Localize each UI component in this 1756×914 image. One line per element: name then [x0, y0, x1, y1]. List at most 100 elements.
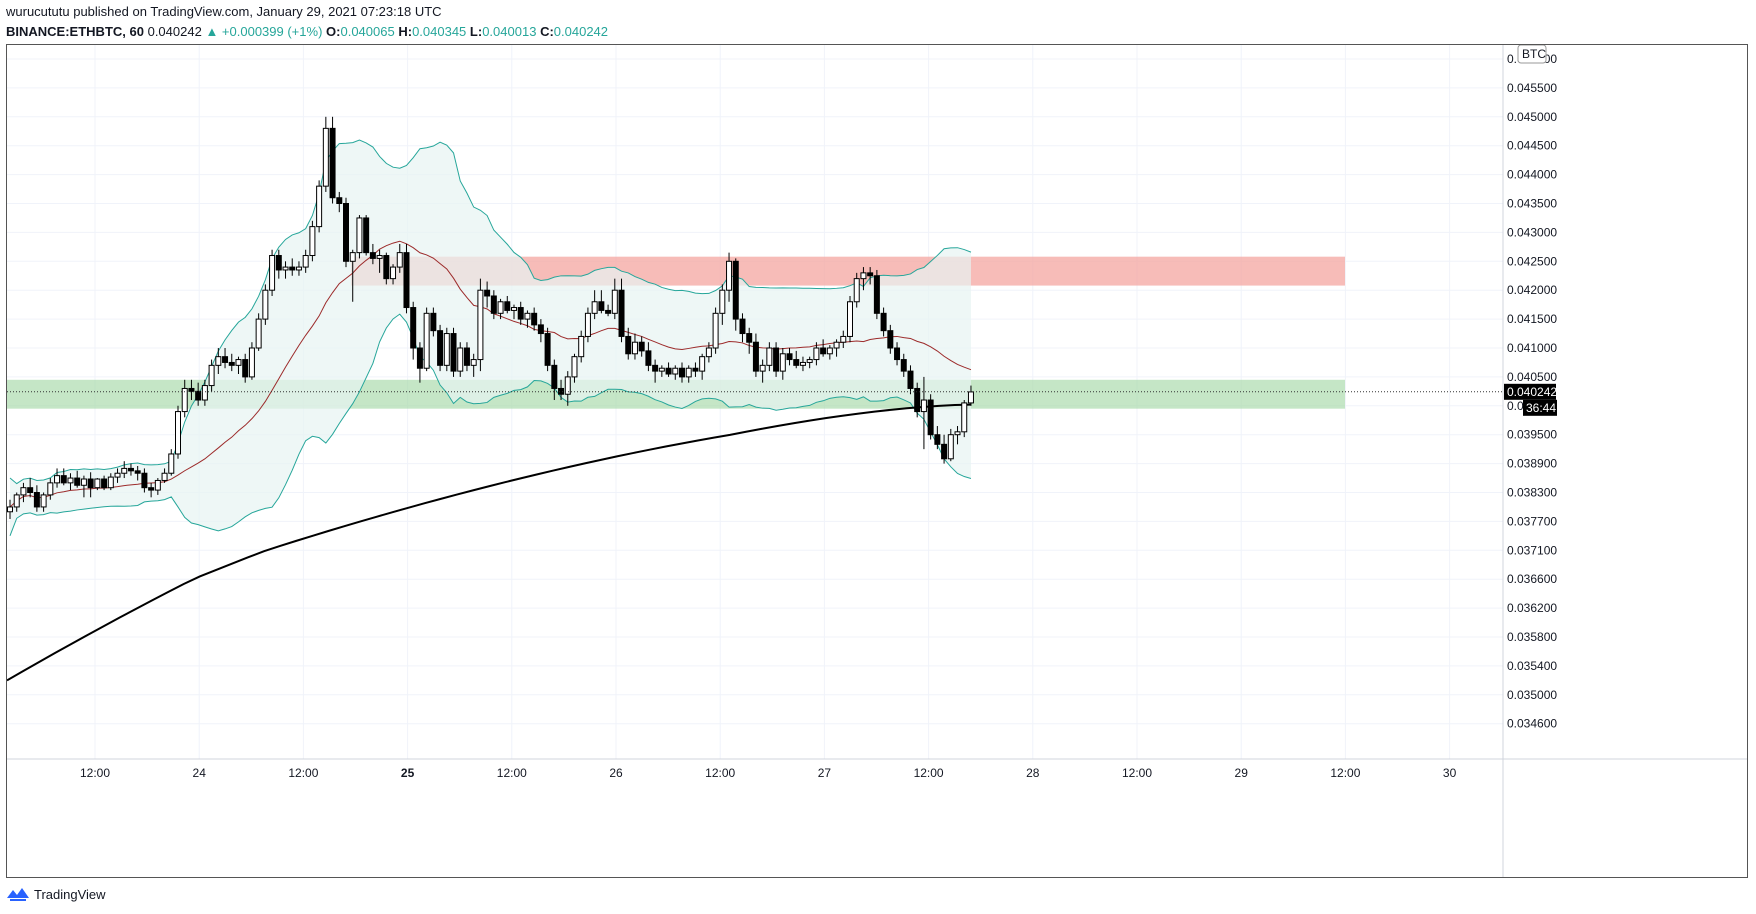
candle-body — [645, 350, 652, 366]
candle-body — [235, 359, 242, 366]
candle — [295, 261, 302, 276]
candle — [773, 342, 780, 377]
bollinger-bands — [9, 139, 972, 537]
candle-body — [269, 255, 276, 291]
candle — [161, 468, 168, 483]
candle — [269, 249, 276, 296]
candle — [248, 342, 255, 380]
price-tick-label: 0.038300 — [1507, 486, 1557, 500]
price-axis[interactable]: 0.0460000.0455000.0450000.0445000.044000… — [1502, 44, 1557, 877]
author-name[interactable]: wurucututu — [6, 4, 70, 19]
candle-body — [954, 431, 961, 436]
candle — [900, 353, 907, 377]
tradingview-logo-icon[interactable] — [6, 886, 30, 902]
candle-body — [336, 197, 343, 205]
candle — [766, 342, 773, 372]
candle-body — [705, 347, 712, 358]
price-labels: 0.040242 36:44 — [7, 383, 1557, 416]
candle — [349, 249, 356, 302]
candle-body — [833, 341, 840, 349]
candle-body — [920, 399, 927, 413]
candle — [544, 327, 551, 372]
publish-info: published on TradingView.com, January 29… — [73, 4, 442, 19]
price-tick-label: 0.037700 — [1507, 514, 1557, 528]
candle-body — [87, 478, 94, 489]
moving-average-200 — [6, 403, 971, 682]
candle-body — [188, 387, 195, 392]
footer-brand[interactable]: TradingView — [34, 886, 106, 902]
candle — [497, 298, 504, 320]
candle — [208, 359, 215, 392]
candle — [148, 482, 155, 498]
candle — [833, 339, 840, 357]
candle-body — [127, 467, 134, 472]
candle-body — [531, 312, 538, 326]
candle-body — [255, 318, 262, 349]
candle — [699, 353, 706, 380]
candle-body — [873, 275, 880, 314]
candle — [410, 301, 417, 360]
candle — [403, 243, 410, 314]
candle-body — [356, 217, 363, 254]
candle — [517, 301, 524, 325]
open-label: O: — [326, 24, 341, 39]
candle — [302, 249, 309, 273]
candle-body — [618, 289, 625, 337]
candle-body — [692, 367, 699, 372]
candle-body — [490, 295, 497, 314]
candle — [591, 290, 598, 320]
candle-body — [457, 347, 464, 372]
candle-body — [463, 347, 470, 366]
candle — [201, 379, 208, 406]
candle-body — [685, 367, 692, 378]
candle — [531, 307, 538, 331]
candle — [551, 359, 558, 401]
candle — [611, 278, 618, 320]
candle — [618, 278, 625, 343]
candle — [847, 295, 853, 343]
candle — [463, 342, 470, 372]
price-tick-label: 0.037100 — [1507, 543, 1557, 557]
candle-body — [847, 301, 853, 337]
candle — [457, 342, 464, 377]
candle — [719, 284, 726, 325]
chart-frame[interactable]: 0.0460000.0455000.0450000.0445000.044000… — [6, 44, 1748, 878]
candle-body — [275, 255, 282, 271]
time-tick-label: 12:00 — [1122, 766, 1152, 780]
candle — [27, 478, 34, 498]
candle-body — [94, 478, 101, 489]
candle-body — [665, 367, 672, 375]
candle — [605, 304, 612, 317]
candle — [309, 220, 316, 262]
candle — [262, 284, 269, 325]
low-label: L: — [469, 24, 483, 39]
candle-body — [262, 289, 269, 320]
candle-body — [383, 255, 390, 280]
candle — [571, 353, 578, 383]
candle — [793, 350, 800, 369]
price-tick-label: 0.035400 — [1507, 659, 1557, 673]
candle — [887, 324, 894, 354]
candle-body — [752, 341, 759, 372]
candle-body — [571, 356, 578, 378]
candle — [383, 252, 390, 285]
time-tick-label: 30 — [1443, 766, 1457, 780]
price-tick-label: 0.036200 — [1507, 601, 1557, 615]
candle — [242, 353, 249, 383]
candle-body — [282, 266, 289, 271]
candle — [369, 243, 376, 265]
candle — [235, 356, 242, 375]
candle — [746, 327, 753, 354]
candle — [222, 348, 229, 369]
candle-body — [941, 443, 948, 460]
time-tick-label: 12:00 — [1330, 766, 1360, 780]
candle-body — [7, 506, 13, 513]
candle — [107, 473, 114, 491]
candle-body — [74, 477, 81, 486]
time-axis[interactable]: 12:00 24 12:00 25 12:00 26 12:00 27 12:00 28 12:00… — [7, 758, 1747, 780]
time-tick-label: 25 — [401, 766, 415, 780]
candle-body — [121, 467, 128, 474]
price-chart[interactable]: 0.0460000.0455000.0450000.0445000.044000… — [6, 44, 1747, 877]
candle — [672, 365, 679, 380]
candle — [54, 468, 61, 488]
